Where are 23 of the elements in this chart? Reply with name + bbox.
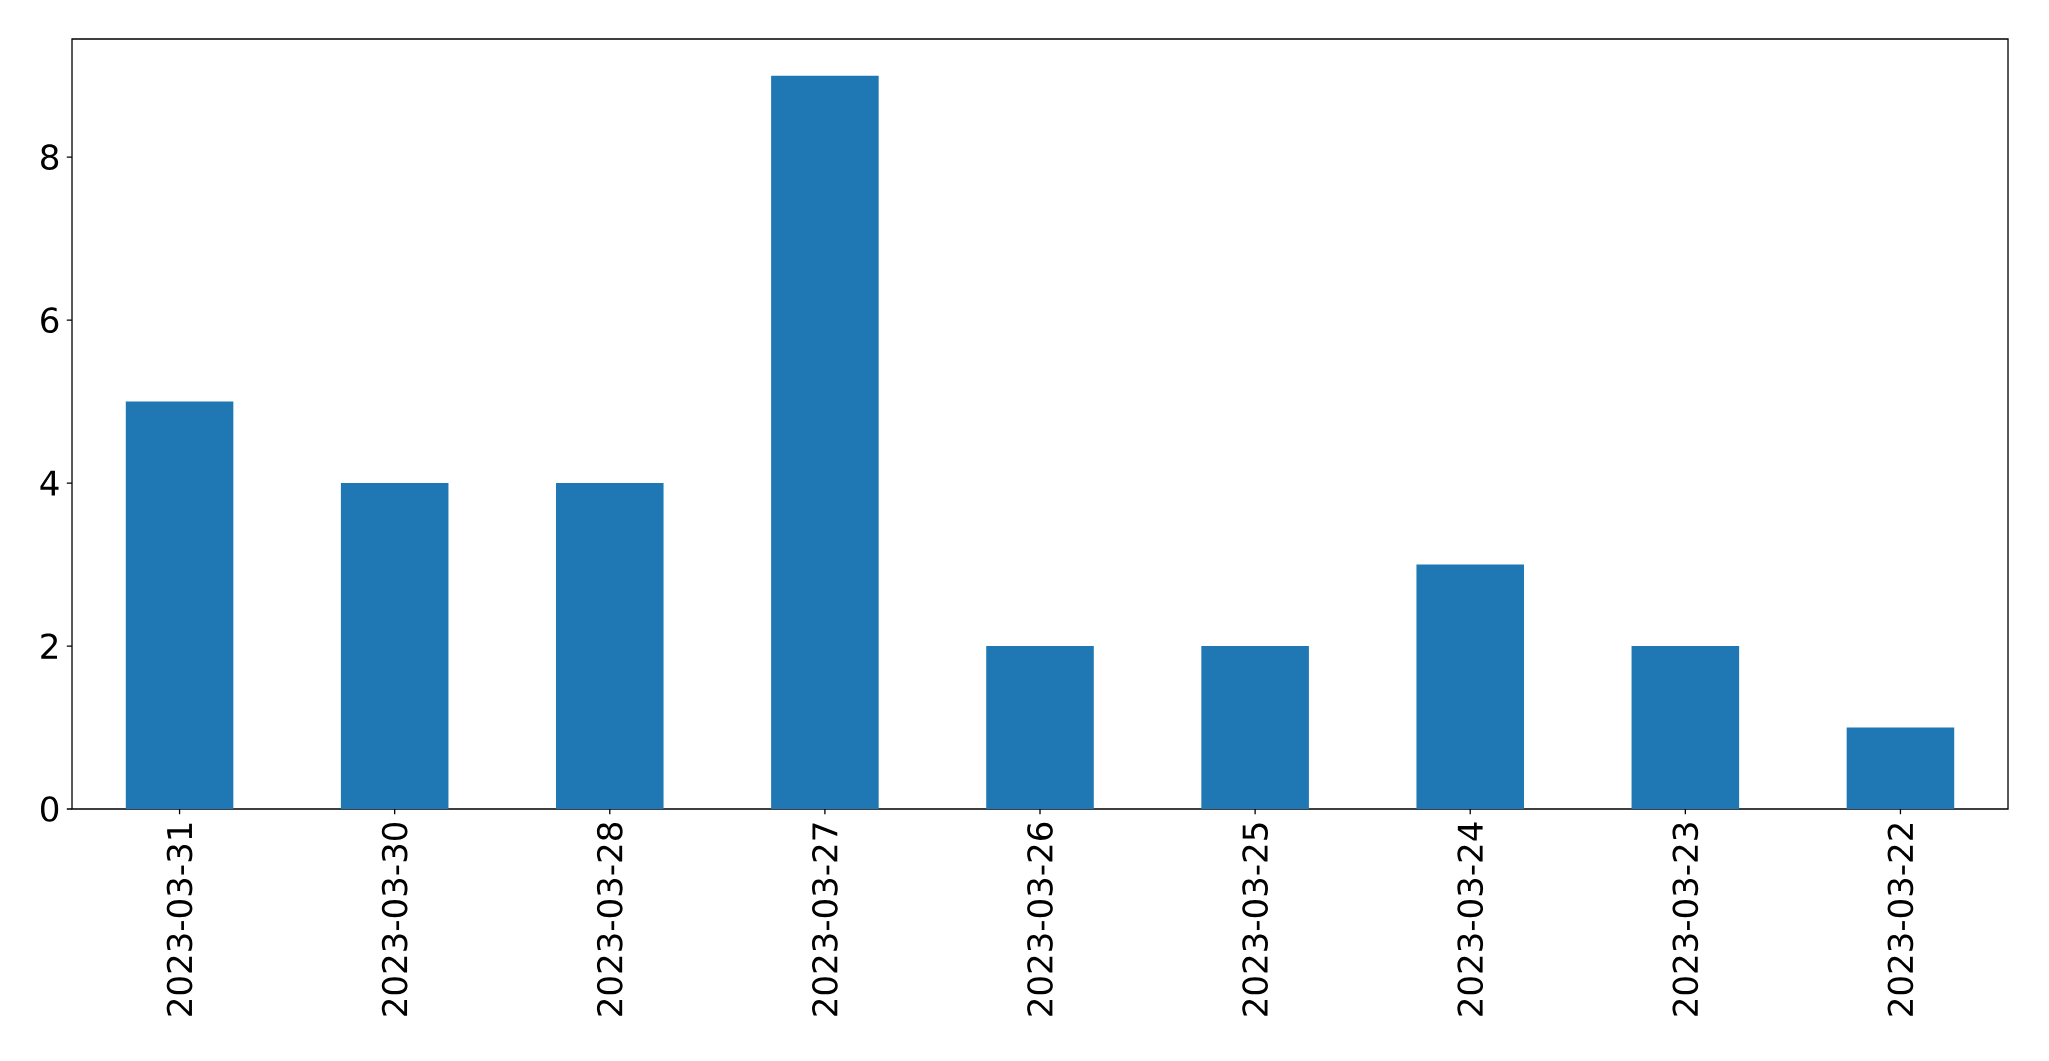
y-tick-label: 2 (41, 633, 57, 659)
x-tick-label: 2023-03-25 (1242, 823, 1268, 1016)
bar (1201, 646, 1309, 809)
y-tick-label: 6 (41, 307, 59, 333)
bar (1846, 727, 1955, 809)
y-tick-label: 4 (40, 470, 59, 496)
bar (340, 483, 449, 809)
bar (986, 646, 1094, 809)
x-tick-label: 2023-03-26 (1027, 822, 1053, 1016)
y-tick-label: 0 (41, 796, 59, 822)
bar (125, 401, 234, 809)
x-tick-label: 2023-03-27 (812, 823, 838, 1016)
x-tick-label: 2023-03-22 (1887, 824, 1914, 1016)
x-tick-label: 2023-03-31 (166, 823, 193, 1016)
x-tick-label: 2023-03-28 (596, 822, 623, 1016)
bar (556, 483, 664, 809)
x-tick-label: 2023-03-23 (1672, 823, 1699, 1016)
x-tick-label: 2023-03-30 (381, 822, 408, 1016)
bar (1416, 564, 1525, 809)
bar (771, 75, 879, 809)
x-tick-label: 2023-03-24 (1457, 822, 1484, 1016)
bar (1631, 646, 1740, 809)
y-tick-label: 8 (41, 144, 59, 170)
